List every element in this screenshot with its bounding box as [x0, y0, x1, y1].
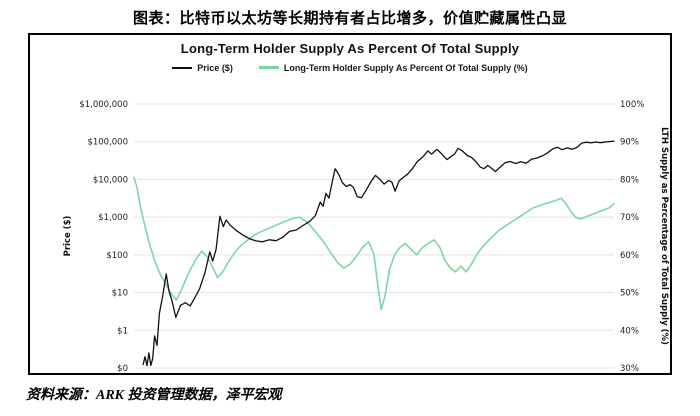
right-tick-label: 60%	[620, 251, 639, 261]
lth-line-swatch	[258, 66, 279, 69]
chart-frame: Long-Term Holder Supply As Percent Of To…	[28, 33, 672, 375]
right-tick-label: 40%	[620, 326, 639, 336]
right-tick-label: 50%	[620, 289, 639, 299]
plot-svg: $1,000,000 100% $100,000 90% $10,000 80% $1,00…	[63, 100, 669, 374]
left-tick-label: $10,000	[93, 175, 128, 185]
right-axis-title: LTH Supply as Percentage of Total Supply…	[659, 127, 669, 345]
left-tick-label: $1,000,000	[79, 100, 128, 110]
page-title: 图表：比特币以太坊等长期持有者占比增多，价值贮藏属性凸显	[132, 10, 567, 27]
left-tick-label: $0	[117, 364, 128, 374]
legend-label-price: Price ($)	[197, 62, 233, 73]
right-tick-label: 100%	[620, 100, 644, 110]
left-tick-label: $100,000	[87, 138, 128, 148]
chart-title: Long-Term Holder Supply As Percent Of To…	[180, 41, 520, 56]
source-line: 资料来源：ARK 投资管理数据，泽平宏观	[26, 388, 282, 403]
series-line-lth	[133, 176, 615, 311]
price-line-swatch	[172, 66, 193, 69]
left-tick-label: $10	[112, 289, 128, 299]
left-tick-label: $1	[117, 326, 128, 336]
chart-legend: Price ($) Long-Term Holder Supply As Per…	[30, 61, 670, 74]
left-tick-label: $1,000	[98, 213, 128, 223]
series-line-price	[142, 140, 615, 367]
page-root: { "page": { "title": "图表：比特币以太坊等长期持有者占比增…	[0, 7, 700, 416]
left-tick-label: $100	[106, 251, 128, 261]
right-tick-label: 80%	[620, 175, 639, 185]
legend-label-lth: Long-Term Holder Supply As Percent Of To…	[283, 62, 528, 73]
left-axis-title: Price ($)	[63, 216, 73, 257]
right-tick-label: 30%	[620, 364, 639, 374]
legend-item-price: Price ($)	[172, 63, 233, 73]
right-tick-label: 90%	[620, 138, 639, 148]
right-tick-label: 70%	[620, 213, 639, 223]
legend-item-lth: Long-Term Holder Supply As Percent Of To…	[258, 62, 528, 73]
